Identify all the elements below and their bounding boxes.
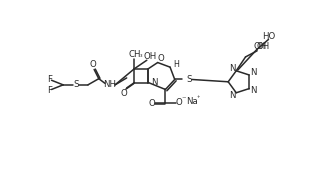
Text: H: H bbox=[173, 60, 179, 69]
Text: ⁻: ⁻ bbox=[182, 96, 186, 105]
Text: S: S bbox=[186, 75, 191, 84]
Text: NH: NH bbox=[103, 80, 116, 89]
Text: O: O bbox=[90, 60, 97, 69]
Text: O: O bbox=[176, 98, 183, 107]
Text: OH: OH bbox=[254, 42, 267, 51]
Text: Na: Na bbox=[186, 96, 198, 106]
Text: HO: HO bbox=[262, 32, 275, 41]
Text: O: O bbox=[120, 89, 127, 98]
Text: O: O bbox=[157, 54, 164, 63]
Text: ₃: ₃ bbox=[139, 52, 142, 58]
Text: S: S bbox=[74, 80, 79, 89]
Text: OH: OH bbox=[143, 52, 157, 61]
Text: N: N bbox=[250, 86, 256, 95]
Text: N: N bbox=[250, 68, 256, 77]
Text: F: F bbox=[47, 86, 52, 95]
Text: N: N bbox=[152, 78, 158, 87]
Text: OH: OH bbox=[257, 42, 270, 51]
Text: F: F bbox=[47, 75, 52, 84]
Text: N: N bbox=[229, 90, 236, 100]
Text: ⁺: ⁺ bbox=[197, 96, 200, 102]
Text: CH: CH bbox=[128, 50, 141, 59]
Text: O: O bbox=[148, 99, 155, 108]
Text: N: N bbox=[229, 64, 236, 73]
